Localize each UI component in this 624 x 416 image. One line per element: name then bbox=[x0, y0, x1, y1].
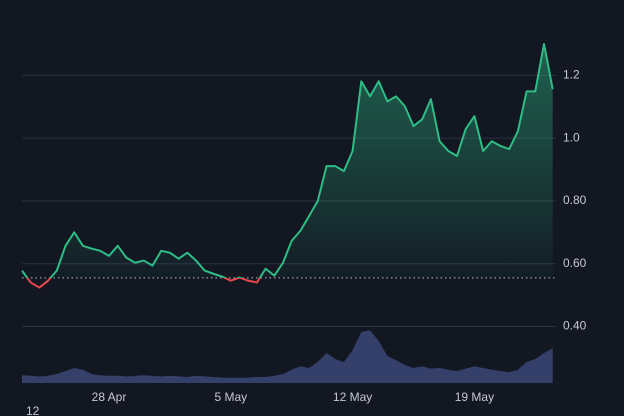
volume-area bbox=[22, 330, 553, 383]
y-tick-label: 0.40 bbox=[563, 319, 587, 333]
x-tick-label: 5 May bbox=[214, 390, 247, 404]
y-tick-label: 1.0 bbox=[563, 130, 580, 144]
corner-text: 12 bbox=[26, 404, 40, 416]
y-tick-label: 1.2 bbox=[563, 68, 580, 82]
price-area bbox=[22, 43, 553, 278]
price-line bbox=[21, 42, 554, 278]
y-tick-label: 0.60 bbox=[563, 256, 587, 270]
x-tick-label: 19 May bbox=[455, 390, 494, 404]
x-tick-label: 12 May bbox=[333, 390, 372, 404]
y-tick-label: 0.80 bbox=[563, 193, 587, 207]
x-tick-label: 28 Apr bbox=[92, 390, 127, 404]
